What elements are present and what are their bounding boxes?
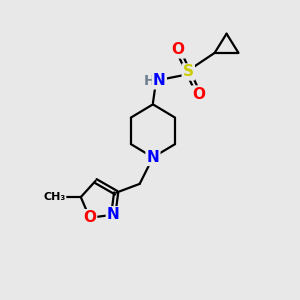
Text: S: S (183, 64, 194, 80)
Text: O: O (192, 87, 205, 102)
Text: N: N (153, 73, 166, 88)
Text: H: H (144, 74, 155, 88)
Text: O: O (83, 210, 96, 225)
Text: N: N (107, 207, 120, 222)
Text: O: O (172, 42, 184, 57)
Text: N: N (147, 150, 159, 165)
Text: CH₃: CH₃ (43, 192, 65, 202)
